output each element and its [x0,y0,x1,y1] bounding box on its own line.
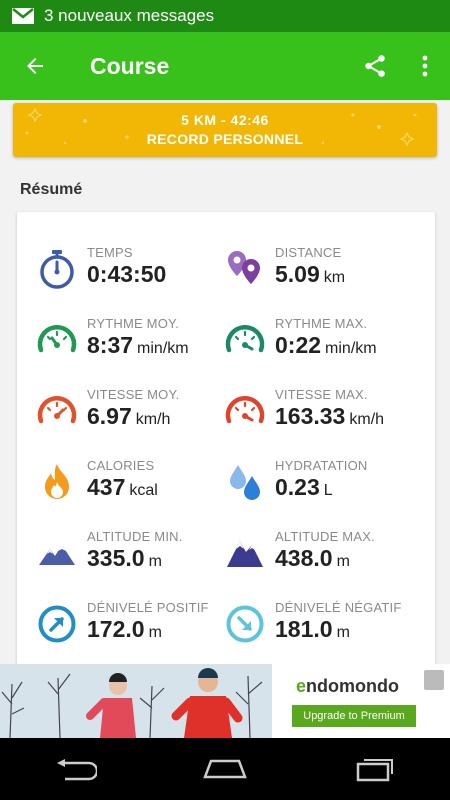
personal-record-banner[interactable]: 5 KM - 42:46 RECORD PERSONNEL [13,103,437,157]
stat-altitude-min: ALTITUDE MIN. 335.0 m [37,529,237,589]
stat-label: ALTITUDE MAX. [275,529,375,544]
stat-descent: DÉNIVELÉ NÉGATIF 181.0 m [225,600,425,660]
water-drops-icon [230,465,260,500]
stat-unit: km/h [135,411,171,428]
flame-icon [45,464,69,499]
stat-value: 8:37 [87,332,134,358]
stat-unit: km [323,269,346,286]
app-bar: Course [0,32,450,100]
stat-unit: L [323,482,333,499]
stat-unit: min/km [325,340,377,357]
stat-value: 5.09 [275,261,320,287]
stat-label: DÉNIVELÉ POSITIF [87,600,209,615]
stat-unit: kcal [129,482,158,499]
stat-unit: km/h [349,411,385,428]
stat-time: TEMPS 0:43:50 [37,245,237,305]
stat-value: 437 [87,474,126,500]
stat-label: TEMPS [87,245,133,260]
stat-hydration: HYDRATATION 0.23 L [225,458,425,518]
stat-label: DISTANCE [275,245,342,260]
record-label: RECORD PERSONNEL [146,131,304,147]
stat-distance: DISTANCE 5.09 km [225,245,425,305]
nav-recents-icon [356,759,393,782]
nav-recents-button[interactable] [340,738,410,800]
ascent-arrow-icon [38,605,76,643]
map-pins-icon [228,251,260,284]
stat-speed-max: VITESSE MAX. 163.33 km/h [225,387,425,447]
summary-title: Résumé [20,181,83,198]
upgrade-premium-button[interactable]: Upgrade to Premium [292,705,416,727]
pace-avg-gauge-icon [37,325,77,353]
stat-value: 6.97 [87,403,132,429]
mountain-min-icon [39,545,75,565]
stat-label: DÉNIVELÉ NÉGATIF [275,600,402,615]
stat-label: VITESSE MOY. [87,387,180,402]
stat-speed-avg: VITESSE MOY. 6.97 km/h [37,387,237,447]
stat-value: 335.0 [87,545,145,571]
speed-max-gauge-icon [225,396,265,424]
stat-label: ALTITUDE MIN. [87,529,183,544]
stat-unit: m [148,553,162,570]
stat-unit: min/km [137,340,189,357]
pace-max-gauge-icon [225,325,265,353]
stat-value: 181.0 [275,616,333,642]
stat-value: 163.33 [275,403,346,429]
nav-home-icon [203,759,247,779]
stat-label: HYDRATATION [275,458,368,473]
nav-back-button[interactable] [40,738,110,800]
stat-calories: CALORIES 437 kcal [37,458,237,518]
share-button[interactable] [350,32,400,100]
record-distance-time: 5 KM - 42:46 [181,112,269,128]
ad-photo [0,664,272,738]
stat-label: RYTHME MAX. [275,316,368,331]
notification-text: 3 nouveaux messages [44,6,215,25]
back-button[interactable] [0,32,70,100]
nav-back-icon [57,759,97,781]
stat-value: 172.0 [87,616,145,642]
page-title: Course [90,52,170,79]
stat-value: 0.23 [275,474,320,500]
arrow-back-icon [27,58,43,74]
stat-label: CALORIES [87,458,155,473]
stat-value: 0:22 [275,332,322,358]
overflow-menu-button[interactable] [400,32,450,100]
stat-value: 438.0 [275,545,333,571]
stat-unit: m [336,624,350,641]
ad-choices-icon[interactable] [424,670,444,690]
speed-avg-gauge-icon [37,396,77,424]
more-vert-icon [422,55,428,77]
stat-label: VITESSE MAX. [275,387,368,402]
endomondo-logo: endomondo [296,676,399,696]
system-nav-bar [0,738,450,800]
stat-unit: m [336,553,350,570]
share-icon [365,55,385,77]
stat-label: RYTHME MOY. [87,316,180,331]
stat-value: 0:43:50 [87,261,167,287]
ad-banner[interactable]: endomondo Upgrade to Premium [0,664,450,738]
mountain-max-icon [227,541,263,567]
nav-home-button[interactable] [190,738,260,800]
ad-brand-panel: endomondo Upgrade to Premium [272,664,450,738]
descent-arrow-icon [226,605,264,643]
stat-pace-avg: RYTHME MOY. 8:37 min/km [37,316,237,376]
status-bar: 3 nouveaux messages [0,0,450,32]
summary-card: TEMPS 0:43:50 DISTANCE 5.09 km RYTHME MOY… [17,212,435,672]
gmail-icon [12,8,34,24]
stat-ascent: DÉNIVELÉ POSITIF 172.0 m [37,600,237,660]
sparkle-decoration [25,107,417,147]
stat-altitude-max: ALTITUDE MAX. 438.0 m [225,529,425,589]
stat-pace-max: RYTHME MAX. 0:22 min/km [225,316,425,376]
stat-unit: m [148,624,162,641]
stopwatch-icon [40,250,74,289]
